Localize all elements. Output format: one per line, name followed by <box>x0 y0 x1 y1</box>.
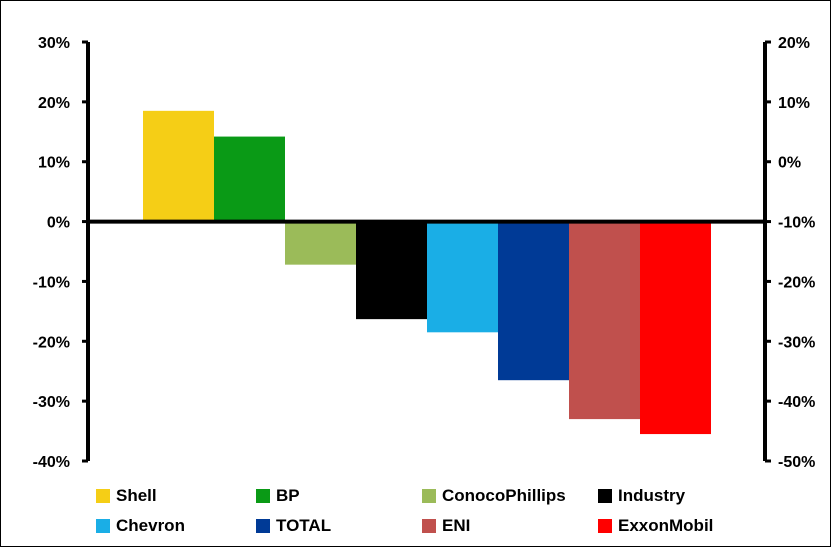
left-tick-label: 0% <box>47 215 70 232</box>
legend-label: TOTAL <box>276 516 332 535</box>
right-tick-label: -40% <box>778 394 815 411</box>
right-tick-label: -20% <box>778 274 815 291</box>
legend-swatch <box>96 489 110 503</box>
bar-shell <box>143 110 214 222</box>
legend-label: Shell <box>116 486 157 505</box>
legend-item-total: TOTAL <box>256 516 422 536</box>
bar-conocophillips <box>285 221 356 265</box>
bar-total <box>498 221 569 381</box>
legend-label: ExxonMobil <box>618 516 714 535</box>
legend-swatch <box>598 489 612 503</box>
right-tick-label: 0% <box>778 155 801 172</box>
right-tick-label: -50% <box>778 454 815 471</box>
legend-swatch <box>422 489 436 503</box>
right-tick-label: 10% <box>778 95 810 112</box>
legend-swatch <box>256 519 270 533</box>
left-tick-label: -30% <box>33 394 70 411</box>
bar-exxonmobil <box>640 221 711 435</box>
legend-item-bp: BP <box>256 486 422 506</box>
bar-industry <box>356 221 427 320</box>
right-tick-label: -30% <box>778 334 815 351</box>
legend-item-eni: ENI <box>422 516 598 536</box>
legend-label: BP <box>276 486 300 505</box>
legend-item-conocophillips: ConocoPhillips <box>422 486 598 506</box>
right-tick-label: 20% <box>778 35 810 52</box>
left-tick-label: 30% <box>38 35 70 52</box>
bar-eni <box>569 221 640 420</box>
legend-item-chevron: Chevron <box>96 516 256 536</box>
left-tick-label: 20% <box>38 95 70 112</box>
left-tick-label: -10% <box>33 274 70 291</box>
legend: Shell BP ConocoPhillips Industry Chevron TOTA… <box>96 486 796 536</box>
legend-swatch <box>256 489 270 503</box>
legend-swatch <box>598 519 612 533</box>
legend-label: ConocoPhillips <box>442 486 566 505</box>
legend-item-industry: Industry <box>598 486 788 506</box>
legend-label: Industry <box>618 486 686 505</box>
legend-swatch <box>96 519 110 533</box>
legend-item-exxonmobil: ExxonMobil <box>598 516 788 536</box>
bar-bp <box>214 136 285 222</box>
right-tick-label: -10% <box>778 215 815 232</box>
left-tick-label: -20% <box>33 334 70 351</box>
legend-label: Chevron <box>116 516 185 535</box>
left-tick-label: -40% <box>33 454 70 471</box>
bar-chevron <box>427 221 498 333</box>
legend-label: ENI <box>442 516 471 535</box>
legend-swatch <box>422 519 436 533</box>
legend-item-shell: Shell <box>96 486 256 506</box>
left-tick-label: 10% <box>38 155 70 172</box>
